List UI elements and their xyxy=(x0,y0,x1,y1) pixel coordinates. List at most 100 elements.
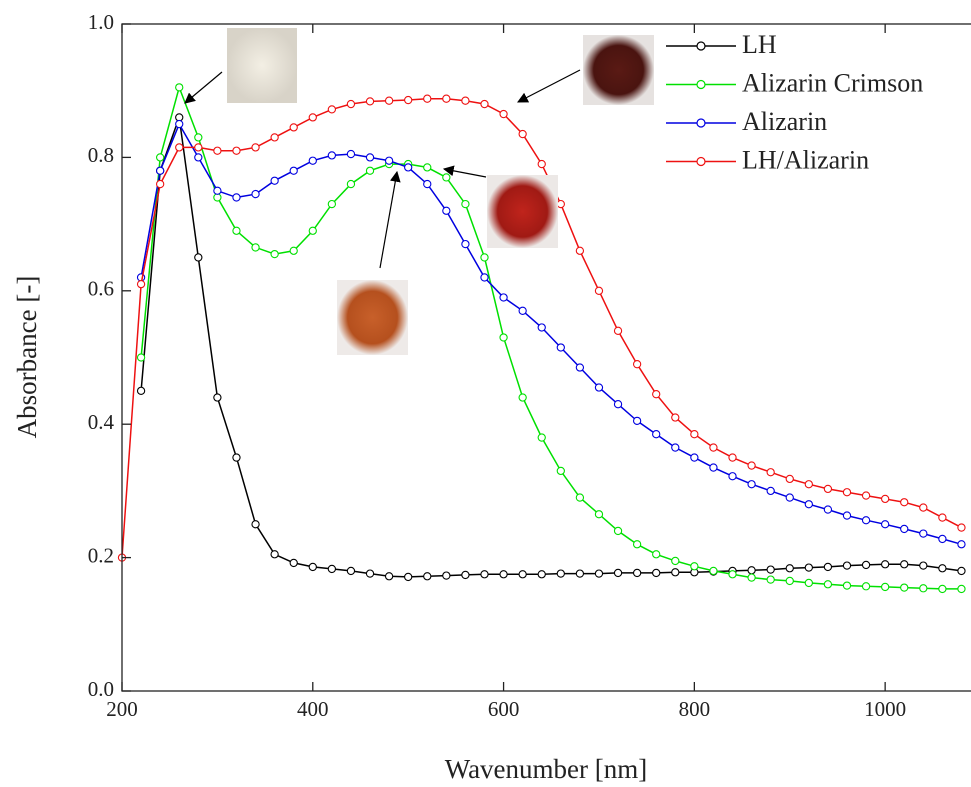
data-point xyxy=(653,551,660,558)
data-point xyxy=(443,572,450,579)
arrow xyxy=(185,72,222,103)
data-point xyxy=(882,561,889,568)
data-point xyxy=(405,573,412,580)
data-point xyxy=(557,467,564,474)
data-point xyxy=(614,401,621,408)
data-point xyxy=(729,473,736,480)
data-point xyxy=(176,114,183,121)
axes-frame xyxy=(122,24,971,691)
data-point xyxy=(443,207,450,214)
data-point xyxy=(366,154,373,161)
data-point xyxy=(710,444,717,451)
data-point xyxy=(614,527,621,534)
data-point xyxy=(481,254,488,261)
data-point xyxy=(500,334,507,341)
data-point xyxy=(405,96,412,103)
data-point xyxy=(862,492,869,499)
arrow xyxy=(518,70,580,102)
data-point xyxy=(576,494,583,501)
data-point xyxy=(805,579,812,586)
data-point xyxy=(366,98,373,105)
data-point xyxy=(328,200,335,207)
data-point xyxy=(462,97,469,104)
data-point xyxy=(481,274,488,281)
data-point xyxy=(595,570,602,577)
data-point xyxy=(958,541,965,548)
data-point xyxy=(748,462,755,469)
data-point xyxy=(843,582,850,589)
photo-red-powder xyxy=(487,175,558,248)
data-point xyxy=(691,454,698,461)
data-point xyxy=(710,464,717,471)
data-point xyxy=(252,144,259,151)
data-point xyxy=(939,585,946,592)
chart: Wavenumber [nm] Absorbance [-] 0.00.20.4… xyxy=(0,0,971,787)
data-point xyxy=(634,569,641,576)
data-point xyxy=(653,569,660,576)
data-point xyxy=(920,530,927,537)
data-point xyxy=(805,481,812,488)
data-point xyxy=(290,167,297,174)
data-point xyxy=(882,583,889,590)
data-point xyxy=(805,564,812,571)
data-point xyxy=(137,354,144,361)
data-point xyxy=(672,557,679,564)
data-point xyxy=(271,551,278,558)
data-point xyxy=(824,506,831,513)
data-point xyxy=(653,391,660,398)
data-point xyxy=(824,563,831,570)
legend-marker xyxy=(697,119,705,127)
data-point xyxy=(347,100,354,107)
data-point xyxy=(710,567,717,574)
x-tick-label: 400 xyxy=(297,697,329,721)
data-point xyxy=(176,120,183,127)
data-point xyxy=(939,535,946,542)
data-point xyxy=(672,414,679,421)
data-point xyxy=(634,361,641,368)
y-axis-label: Absorbance [-] xyxy=(12,276,42,439)
data-point xyxy=(939,565,946,572)
data-point xyxy=(195,154,202,161)
legend-marker xyxy=(697,158,705,166)
legend-label: LH xyxy=(742,30,777,59)
legend-marker xyxy=(697,42,705,50)
data-point xyxy=(347,567,354,574)
data-point xyxy=(328,106,335,113)
y-tick-label: 0.6 xyxy=(88,277,114,301)
data-point xyxy=(843,512,850,519)
legend-label: Alizarin Crimson xyxy=(742,68,923,97)
data-point xyxy=(557,570,564,577)
data-point xyxy=(252,244,259,251)
data-point xyxy=(748,567,755,574)
data-point xyxy=(462,571,469,578)
data-point xyxy=(347,180,354,187)
legend-marker xyxy=(697,81,705,89)
data-point xyxy=(939,514,946,521)
data-point xyxy=(290,124,297,131)
data-point xyxy=(691,431,698,438)
data-point xyxy=(557,200,564,207)
data-point xyxy=(233,147,240,154)
data-point xyxy=(176,144,183,151)
data-point xyxy=(424,180,431,187)
data-point xyxy=(958,567,965,574)
data-point xyxy=(233,194,240,201)
data-point xyxy=(767,469,774,476)
arrow xyxy=(380,172,397,268)
data-point xyxy=(137,281,144,288)
data-point xyxy=(195,254,202,261)
data-point xyxy=(748,574,755,581)
data-point xyxy=(920,504,927,511)
data-point xyxy=(481,100,488,107)
data-point xyxy=(252,521,259,528)
data-point xyxy=(672,569,679,576)
data-point xyxy=(576,364,583,371)
data-point xyxy=(920,562,927,569)
data-point xyxy=(309,563,316,570)
data-point xyxy=(538,571,545,578)
data-point xyxy=(576,247,583,254)
y-tick-label: 0.4 xyxy=(88,410,115,434)
data-point xyxy=(767,487,774,494)
data-point xyxy=(500,110,507,117)
data-point xyxy=(653,431,660,438)
